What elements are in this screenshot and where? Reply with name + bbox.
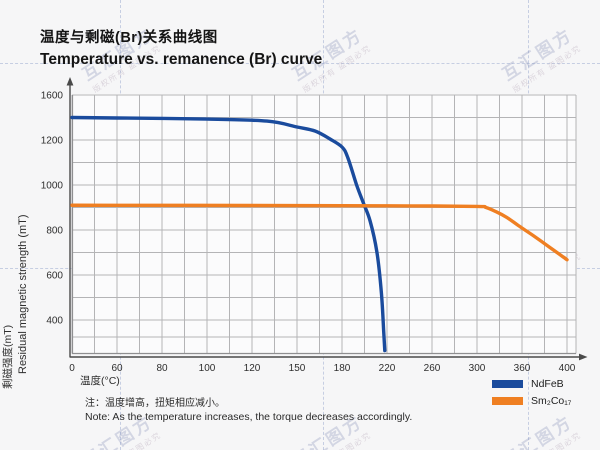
x-tick-label: 60 [111, 363, 123, 374]
x-tick-label: 120 [244, 363, 261, 374]
y-tick-label: 1000 [41, 181, 64, 192]
x-axis-arrow-icon [579, 353, 588, 361]
title-block: 温度与剩磁(Br)关系曲线图 Temperature vs. remanence… [40, 26, 322, 69]
legend-label: NdFeB [531, 378, 564, 390]
y-axis-title-en: Residual magnetic strength (mT) [17, 214, 29, 374]
x-tick-label: 300 [469, 363, 486, 374]
x-tick-label: 400 [559, 363, 576, 374]
x-tick-label: 80 [156, 363, 168, 374]
y-axis-arrow-icon [66, 77, 74, 86]
y-tick-label: 800 [46, 226, 63, 237]
x-tick-label: 360 [514, 363, 531, 374]
note-line-cn: 注：温度增高，扭矩相应减小。 [85, 398, 225, 409]
x-tick-label: 150 [289, 363, 306, 374]
legend: NdFeB Sm₂Co₁₇ [492, 379, 571, 412]
curve-smco [70, 203, 569, 262]
legend-item: Sm₂Co₁₇ [492, 394, 572, 407]
y-tick-label: 1600 [41, 91, 64, 102]
note-line-en: Note: As the temperature increases, the … [85, 411, 413, 423]
legend-label: Sm₂Co₁₇ [531, 394, 572, 407]
x-tick-label: 0 [69, 363, 75, 374]
note-block: 注：温度增高，扭矩相应减小。 Note: As the temperature … [85, 394, 412, 423]
x-tick-label: 180 [334, 363, 351, 374]
y-axis-title-cn: 剩磁强度(mT) [2, 324, 14, 389]
legend-swatch [492, 380, 523, 389]
chart-title-en: Temperature vs. remanence (Br) curve [40, 51, 323, 68]
y-tick-label: 1200 [41, 136, 64, 147]
legend-swatch [492, 396, 523, 405]
y-tick-label: 600 [46, 271, 63, 282]
x-axis-title: 温度(°C) [80, 375, 120, 387]
chart-title-cn: 温度与剩磁(Br)关系曲线图 [40, 30, 218, 46]
legend-item: NdFeB [492, 379, 571, 390]
x-tick-label: 100 [199, 363, 216, 374]
x-tick-label: 260 [424, 363, 441, 374]
curve-ndfeb [70, 115, 387, 353]
y-tick-label: 400 [46, 316, 63, 327]
x-tick-label: 220 [379, 363, 396, 374]
plot-area [72, 94, 576, 354]
